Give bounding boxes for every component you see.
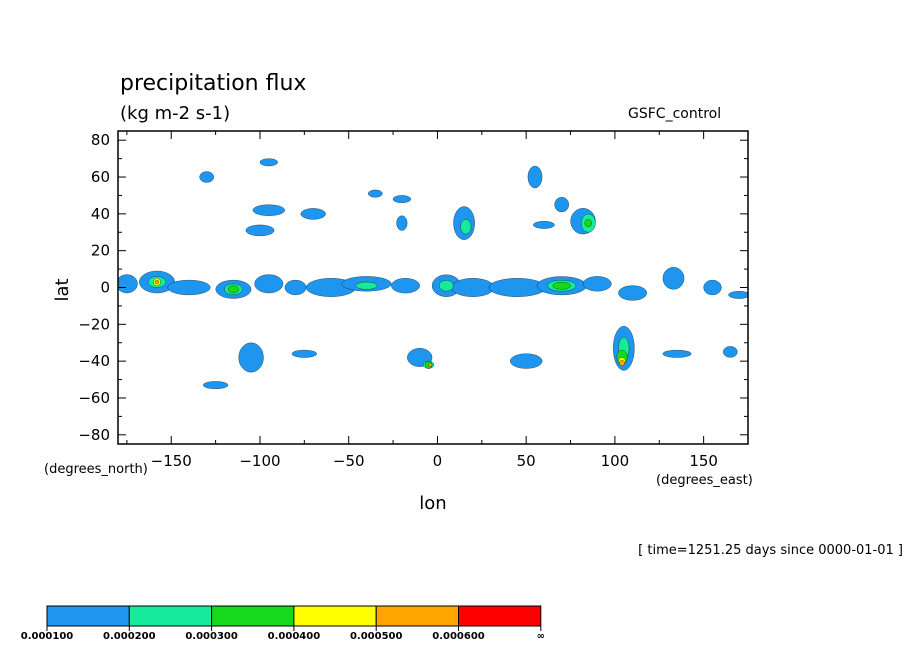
x-tick-label: −100 bbox=[239, 452, 280, 470]
y-units-label: (degrees_north) bbox=[44, 462, 148, 477]
contour-region-level-2 bbox=[460, 219, 472, 235]
x-axis: −150 −100 −50 0 50 100 150 bbox=[126, 131, 749, 470]
dataset-label: GSFC_control bbox=[628, 106, 721, 122]
contour-region-level-1 bbox=[167, 279, 211, 296]
contour-region-level-5 bbox=[428, 362, 433, 367]
contour-region-level-1 bbox=[728, 291, 748, 299]
contour-region-level-1 bbox=[527, 165, 543, 189]
colorbar-label: 0.000500 bbox=[350, 631, 403, 642]
contour-region-level-1 bbox=[703, 279, 722, 296]
contour-region-level-1 bbox=[284, 279, 307, 296]
y-tick-label: −60 bbox=[78, 389, 110, 407]
contour-region-level-1 bbox=[392, 195, 411, 203]
contour-region-level-1 bbox=[203, 381, 229, 389]
contour-region-level-1 bbox=[118, 274, 138, 294]
colorbar-swatch bbox=[293, 605, 377, 627]
contour-region-level-2 bbox=[439, 280, 454, 292]
y-tick-label: −20 bbox=[78, 315, 110, 333]
contour-region-level-1 bbox=[259, 158, 278, 167]
contour-region-level-1 bbox=[533, 221, 555, 229]
contour-region-level-1 bbox=[510, 353, 543, 369]
contour-region-level-3 bbox=[552, 281, 571, 290]
chart-units: (kg m-2 s-1) bbox=[120, 103, 230, 124]
contour-region-level-1 bbox=[582, 276, 612, 292]
colorbar-label: 0.000200 bbox=[103, 631, 156, 642]
contour-region-level-1 bbox=[291, 349, 317, 358]
y-tick-label: 0 bbox=[100, 279, 110, 297]
contour-region-level-1 bbox=[451, 278, 495, 297]
x-tick-label: −50 bbox=[333, 452, 365, 470]
y-tick-label: 40 bbox=[91, 205, 110, 223]
x-tick-label: 50 bbox=[517, 452, 536, 470]
colorbar-label: 0.000300 bbox=[185, 631, 238, 642]
colorbar-label: 0.000600 bbox=[432, 631, 485, 642]
contour-region-level-1 bbox=[662, 349, 692, 358]
contour-region-level-1 bbox=[245, 224, 275, 237]
contour-layer bbox=[118, 158, 748, 389]
y-tick-label: −80 bbox=[78, 426, 110, 444]
colorbar-label: 0.000400 bbox=[268, 631, 321, 642]
contour-region-level-1 bbox=[662, 267, 685, 290]
y-tick-label: 60 bbox=[91, 168, 110, 186]
colorbar-swatch bbox=[211, 605, 295, 627]
y-tick-label: −40 bbox=[78, 352, 110, 370]
contour-region-level-5 bbox=[619, 360, 625, 366]
x-tick-label: 150 bbox=[689, 452, 718, 470]
colorbar-swatch bbox=[375, 605, 460, 627]
contour-region-level-5 bbox=[155, 280, 159, 284]
colorbar: 0.000100 0.000200 0.000300 0.000400 0.000500… bbox=[21, 605, 545, 642]
colorbar-label: ∞ bbox=[537, 631, 545, 642]
contour-region-level-1 bbox=[554, 197, 569, 213]
y-tick-label: 20 bbox=[91, 242, 110, 260]
contour-region-level-3 bbox=[584, 219, 592, 227]
contour-region-level-1 bbox=[391, 278, 420, 294]
x-tick-label: −150 bbox=[151, 452, 192, 470]
chart-title: precipitation flux bbox=[120, 71, 306, 96]
time-note: [ time=1251.25 days since 0000-01-01 ] bbox=[638, 543, 903, 558]
contour-region-level-1 bbox=[368, 189, 383, 198]
contour-region-level-1 bbox=[254, 274, 284, 294]
x-axis-label: lon bbox=[419, 493, 446, 514]
contour-region-level-2 bbox=[355, 281, 378, 290]
contour-region-level-1 bbox=[300, 208, 326, 220]
contour-region-level-1 bbox=[723, 346, 738, 358]
y-axis: 80 60 40 20 0 −20 −40 −60 −80 bbox=[78, 131, 748, 444]
contour-region-level-3 bbox=[227, 285, 239, 294]
colorbar-label: 0.000100 bbox=[21, 631, 74, 642]
contour-region-level-1 bbox=[238, 342, 264, 373]
y-tick-label: 80 bbox=[91, 131, 110, 149]
colorbar-swatch bbox=[128, 605, 213, 627]
colorbar-swatch bbox=[46, 605, 130, 627]
colorbar-swatch bbox=[458, 605, 542, 627]
x-tick-label: 0 bbox=[433, 452, 443, 470]
contour-region-level-1 bbox=[199, 171, 214, 183]
contour-region-level-1 bbox=[396, 215, 408, 231]
contour-region-level-1 bbox=[618, 285, 647, 301]
x-units-label: (degrees_east) bbox=[656, 473, 753, 488]
y-axis-label: lat bbox=[52, 278, 73, 301]
contour-region-level-1 bbox=[252, 204, 285, 216]
x-tick-label: 100 bbox=[601, 452, 630, 470]
